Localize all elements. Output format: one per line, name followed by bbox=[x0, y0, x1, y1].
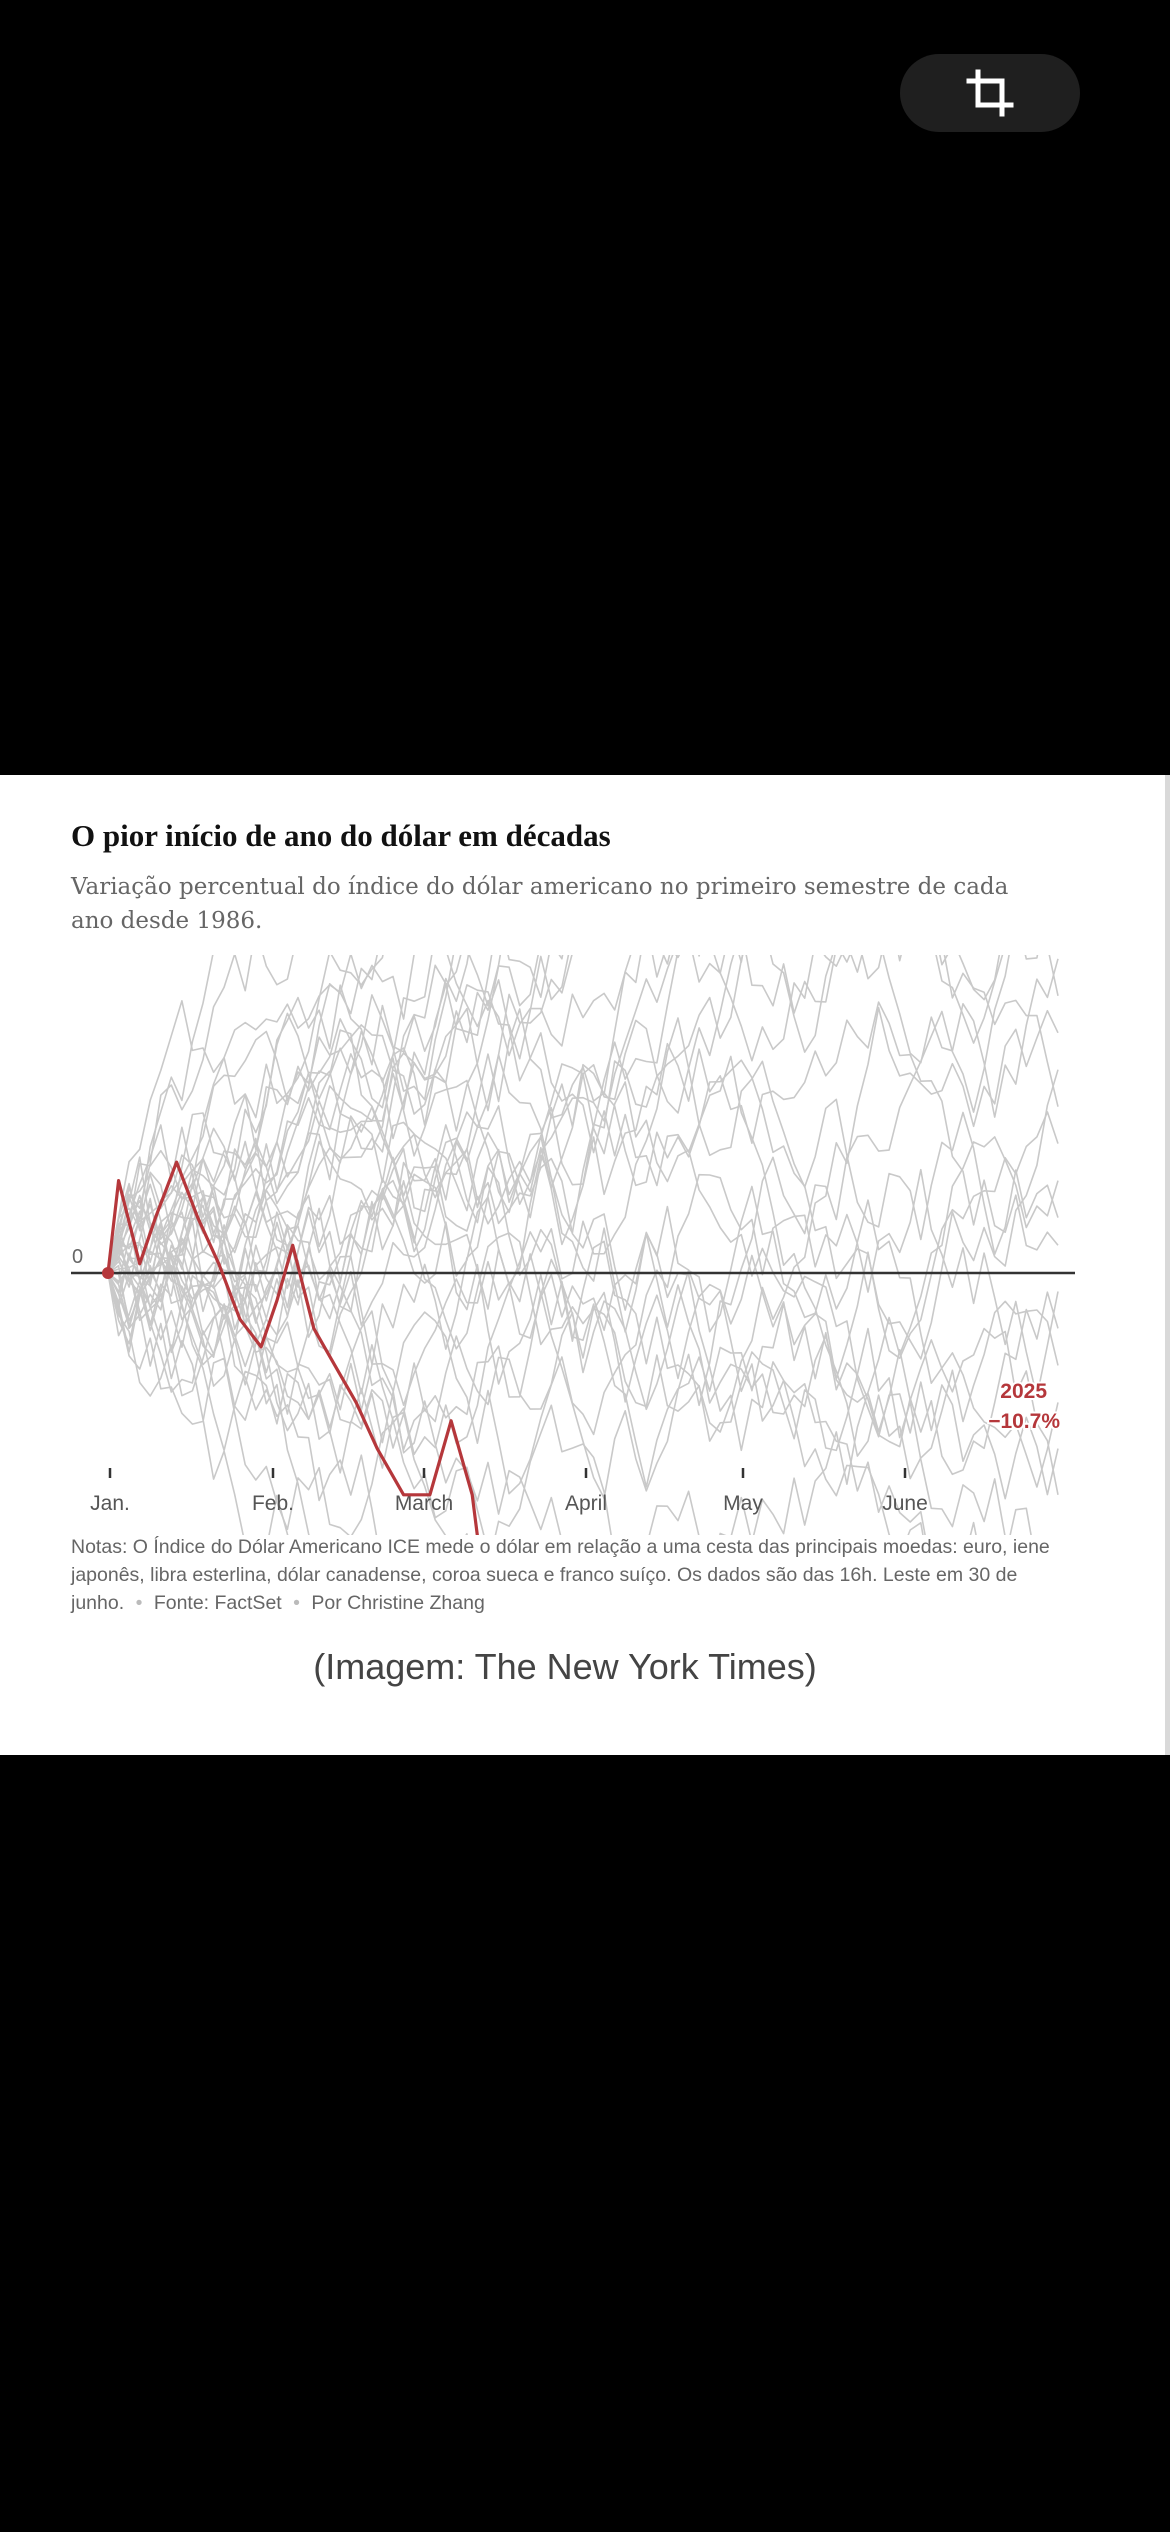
x-tick-label: April bbox=[565, 1492, 607, 1515]
background-series-line bbox=[107, 1264, 612, 1535]
background-series-line bbox=[107, 1185, 1059, 1488]
background-series-line bbox=[107, 1183, 468, 1535]
background-series-line bbox=[107, 955, 949, 1293]
background-series-line bbox=[107, 1073, 1059, 1500]
notes-label: Notas: bbox=[71, 1536, 128, 1558]
x-tick-label: May bbox=[723, 1492, 763, 1515]
source-credit: Fonte: FactSet bbox=[153, 1592, 282, 1614]
background-series-line bbox=[107, 1111, 1059, 1415]
background-series-line bbox=[107, 955, 701, 1281]
background-series-line bbox=[107, 1140, 1032, 1535]
chart-subtitle: Variação percentual do índice do dólar a… bbox=[71, 874, 1009, 934]
background-series-line bbox=[107, 1253, 1059, 1476]
series-2025-value-label: −10.7% bbox=[988, 1410, 1060, 1433]
figure-edge bbox=[1165, 775, 1170, 1755]
background-series-line bbox=[107, 955, 470, 1274]
crop-button[interactable] bbox=[900, 54, 1080, 132]
background-series-line bbox=[107, 1137, 1059, 1495]
background-series-line bbox=[107, 1248, 447, 1535]
line-chart: +15%1050−5−10Jan.Feb.MarchAprilMayJune20… bbox=[71, 955, 1075, 1535]
background-series-line bbox=[107, 955, 1059, 1499]
background-series-line bbox=[107, 955, 744, 1358]
background-series-line bbox=[107, 1029, 1006, 1535]
notes-text: O Índice do Dólar Americano ICE mede o d… bbox=[71, 1536, 1050, 1614]
x-tick-label: June bbox=[882, 1492, 928, 1515]
x-tick-label: Jan. bbox=[90, 1492, 130, 1515]
background-series-line bbox=[107, 1211, 722, 1535]
y-tick-label: 0 bbox=[72, 1246, 83, 1268]
background-series-line bbox=[107, 1006, 1059, 1433]
background-series-line bbox=[107, 955, 1001, 1286]
x-tick-label: March bbox=[395, 1492, 453, 1515]
background-series-line bbox=[107, 955, 384, 1274]
background-series-line bbox=[107, 955, 462, 1319]
background-series-line bbox=[107, 1017, 1059, 1535]
series-2025-line bbox=[106, 1160, 479, 1535]
chart-notes: Notas: O Índice do Dólar Americano ICE m… bbox=[71, 1536, 1050, 1614]
background-series-line bbox=[107, 955, 573, 1329]
background-series-line bbox=[107, 979, 1059, 1480]
background-series-line bbox=[107, 955, 502, 1274]
background-series-line bbox=[107, 1001, 1059, 1387]
background-series-line bbox=[107, 955, 294, 1274]
background-series-line bbox=[107, 955, 1059, 1304]
crop-icon bbox=[966, 69, 1014, 117]
series-2025-year-label: 2025 bbox=[1000, 1380, 1047, 1403]
author-credit: Por Christine Zhang bbox=[311, 1592, 485, 1614]
background-series-line bbox=[107, 1124, 1059, 1495]
image-caption: (Imagem: The New York Times) bbox=[313, 1646, 817, 1687]
background-series-line bbox=[107, 955, 1039, 1343]
series-2025-start-point bbox=[102, 1267, 114, 1279]
x-tick-label: Feb. bbox=[252, 1492, 294, 1515]
background-series-line bbox=[107, 955, 1059, 1322]
background-series-line bbox=[107, 1008, 1059, 1360]
background-series-line bbox=[107, 1007, 977, 1535]
chart-title: O pior início de ano do dólar em décadas bbox=[71, 818, 611, 853]
